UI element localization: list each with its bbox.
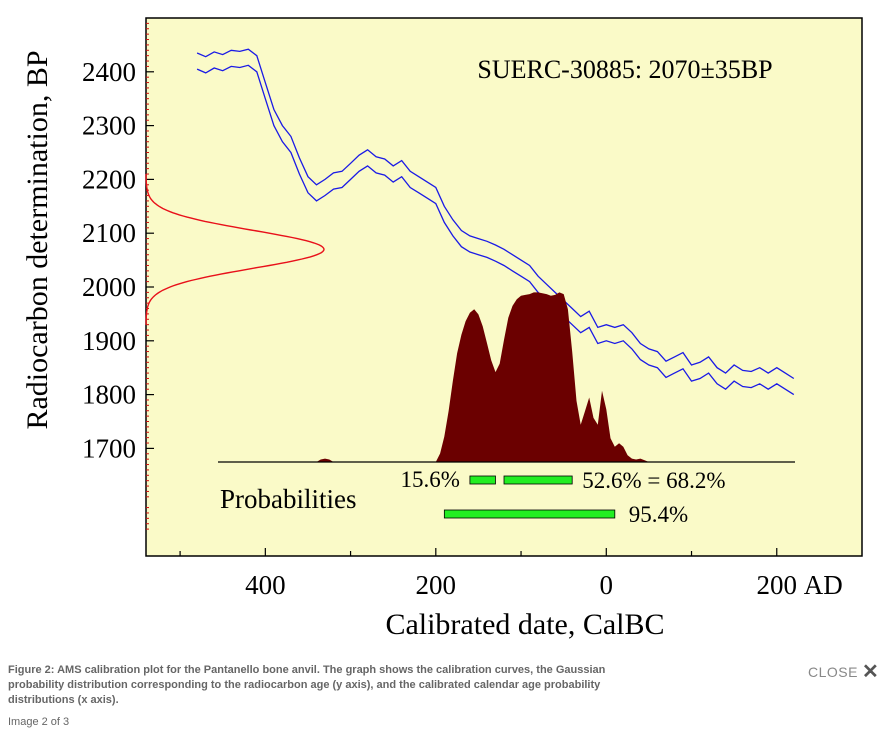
calibration-curve-lower	[196, 64, 795, 396]
calibration-curve-upper	[196, 48, 795, 380]
y-tick-label: 2200	[82, 164, 136, 194]
y-tick-label: 1900	[82, 326, 136, 356]
calibrated-probability-distribution	[316, 292, 649, 462]
plot-area	[145, 17, 863, 557]
x-tick-label: 200	[757, 570, 798, 600]
radiocarbon-gaussian-curve	[145, 174, 325, 325]
y-tick-label: 1800	[82, 380, 136, 410]
range-68-label: 15.6%	[400, 467, 459, 492]
x-axis-label: Calibrated date, CalBC	[385, 608, 664, 641]
range-95-label: 95.4%	[629, 502, 688, 527]
y-axis-label: Radiocarbon determination, BP	[21, 50, 54, 429]
x-tick-label: 200	[416, 570, 457, 600]
range-68-label: 52.6% = 68.2%	[582, 468, 725, 493]
y-tick-label: 2100	[82, 218, 136, 248]
figure-caption: Figure 2: AMS calibration plot for the P…	[8, 664, 606, 706]
y-tick-label: 2000	[82, 272, 136, 302]
range-68-bar	[469, 475, 496, 485]
y-tick-label: 2400	[82, 57, 136, 87]
close-label: CLOSE	[808, 664, 858, 680]
probabilities-label: Probabilities	[220, 484, 357, 514]
close-button[interactable]: CLOSE ✕	[808, 661, 878, 683]
y-tick-label: 2300	[82, 111, 136, 141]
range-95-bar	[443, 509, 616, 519]
x-axis-suffix-label: AD	[804, 570, 843, 600]
chart-title: SUERC-30885: 2070±35BP	[477, 55, 772, 84]
x-tick-label: 0	[600, 570, 614, 600]
range-68-bar	[503, 475, 573, 485]
close-icon: ✕	[861, 661, 878, 683]
image-counter: Image 2 of 3	[8, 716, 70, 728]
y-tick-label: 1700	[82, 433, 136, 463]
x-tick-label: 400	[245, 570, 286, 600]
